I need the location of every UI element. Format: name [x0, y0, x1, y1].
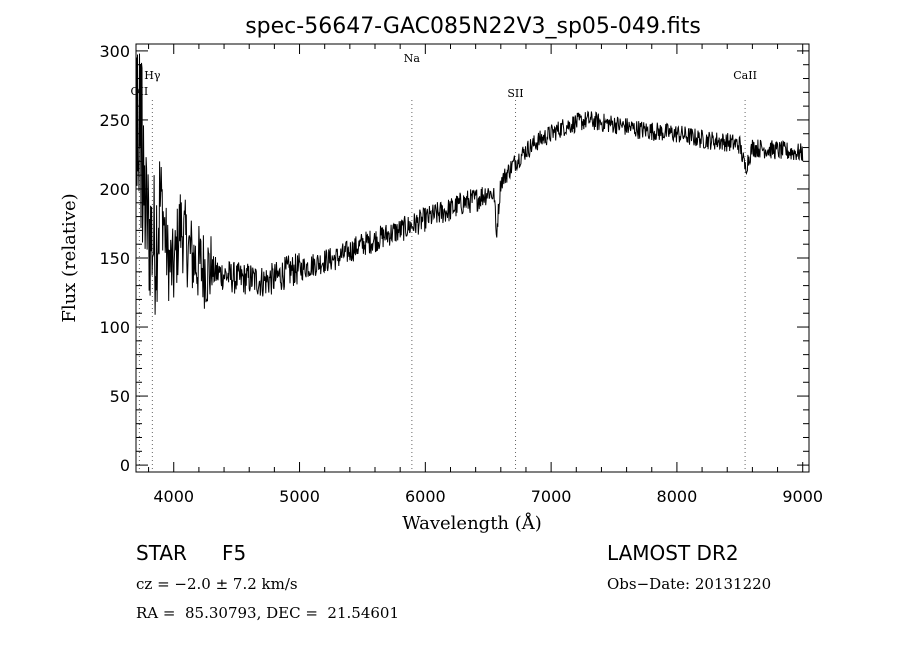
y-tick-label: 300: [99, 42, 130, 61]
object-class: STAR: [136, 541, 187, 565]
object-subclass: F5: [222, 541, 247, 565]
chart-title: spec-56647-GAC085N22V3_sp05-049.fits: [245, 14, 701, 39]
y-tick-label: 50: [110, 387, 130, 406]
spectral-line-label: SII: [507, 87, 523, 100]
y-axis-label: Flux (relative): [59, 193, 80, 322]
x-tick-label: 9000: [782, 487, 823, 506]
plot-frame: [135, 43, 810, 473]
survey-name: LAMOST DR2: [607, 541, 739, 565]
axis-ticks: [136, 44, 809, 472]
sky-coordinates: RA = 85.30793, DEC = 21.54601: [136, 604, 400, 622]
y-tick-labels: 0 50 100 150 200 250 300: [99, 42, 130, 475]
y-tick-label: 250: [99, 111, 130, 130]
redshift-velocity: cz = −2.0 ± 7.2 km/s: [136, 575, 298, 593]
spectral-line-label: CaII: [733, 69, 757, 82]
x-tick-label: 4000: [153, 487, 194, 506]
x-tick-labels: 4000 5000 6000 7000 8000 9000: [153, 487, 823, 506]
spectral-line-label: Na: [404, 52, 421, 65]
observation-date: Obs−Date: 20131220: [607, 575, 772, 593]
x-axis-label: Wavelength (Å): [402, 512, 542, 534]
spectral-line-label: Hγ: [144, 69, 161, 82]
x-tick-label: 7000: [531, 487, 572, 506]
spectrum-series-line: [135, 53, 804, 315]
y-tick-label: 150: [99, 249, 130, 268]
y-tick-label: 0: [120, 456, 130, 475]
y-tick-label: 200: [99, 180, 130, 199]
x-tick-label: 6000: [405, 487, 446, 506]
x-tick-label: 5000: [279, 487, 320, 506]
y-tick-label: 100: [99, 318, 130, 337]
x-tick-label: 8000: [657, 487, 698, 506]
